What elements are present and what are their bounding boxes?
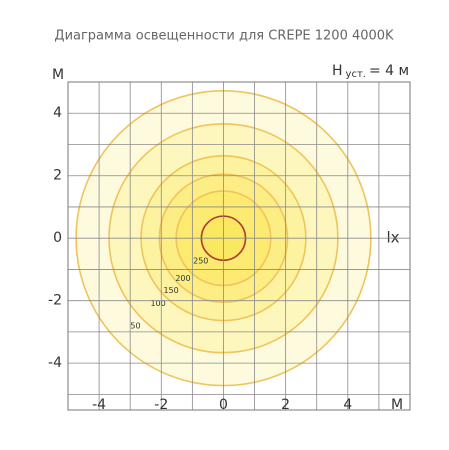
isolux-label: 200: [175, 274, 190, 283]
chart-title: Диаграмма освещенности для CREPE 1200 40…: [54, 29, 394, 44]
y-axis-label: M: [52, 67, 64, 83]
y-tick-label: 4: [53, 105, 62, 121]
x-axis-label: M: [391, 397, 403, 413]
x-tick-label: 4: [343, 397, 352, 413]
isolux-label: 150: [163, 286, 178, 295]
unit-label: lx: [386, 229, 399, 247]
y-tick-label: -4: [48, 355, 62, 371]
height-subscript: уст.: [346, 69, 366, 80]
isolux-label: 100: [150, 299, 165, 308]
plot-frame: [67, 81, 411, 411]
height-symbol: H: [332, 63, 343, 79]
y-tick-label: -2: [48, 293, 62, 309]
height-value: = 4 м: [369, 63, 409, 79]
x-tick-label: 2: [281, 397, 290, 413]
y-tick-label: 2: [53, 168, 62, 184]
y-tick-label: 0: [53, 230, 62, 246]
isolux-label: 50: [130, 322, 140, 331]
isolux-label: 250: [193, 256, 208, 265]
x-tick-label: -4: [92, 397, 106, 413]
x-tick-label: -2: [154, 397, 168, 413]
x-tick-label: 0: [219, 397, 228, 413]
